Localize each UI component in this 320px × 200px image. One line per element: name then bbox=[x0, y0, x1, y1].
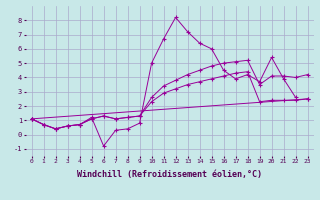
X-axis label: Windchill (Refroidissement éolien,°C): Windchill (Refroidissement éolien,°C) bbox=[77, 170, 262, 179]
